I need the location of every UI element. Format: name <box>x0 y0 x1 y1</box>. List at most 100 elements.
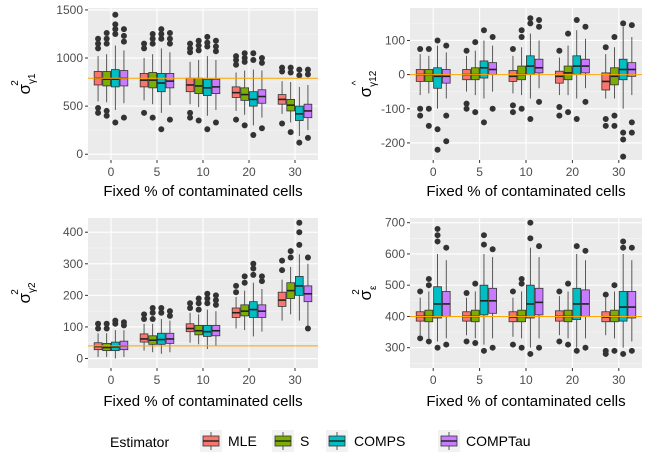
y-tick-label: 700 <box>385 216 405 230</box>
outlier-point <box>103 40 110 47</box>
outlier-point <box>628 22 635 29</box>
svg-text:σγ1: σγ1 <box>15 73 38 95</box>
x-tick-label: 0 <box>430 373 437 387</box>
outlier-point <box>95 40 102 47</box>
outlier-point <box>472 340 479 346</box>
y-axis-subscript: γ2 <box>27 282 38 293</box>
outlier-point <box>527 219 534 226</box>
panel-sigma-gamma2: 0 100 200 300 400 0 5 10 20 30 Fixed % of contam… <box>10 218 318 410</box>
outlier-point <box>287 69 294 76</box>
outlier-point <box>141 311 148 318</box>
outlier-point <box>187 114 194 121</box>
outlier-point <box>279 257 286 264</box>
outlier-point <box>304 325 311 332</box>
outlier-point <box>417 288 424 295</box>
outlier-point <box>628 129 635 136</box>
box-comptau-10 <box>534 243 544 351</box>
x-tick-label: 30 <box>288 165 302 179</box>
outlier-point <box>112 30 119 37</box>
y-axis-subscript: γ1 <box>27 73 38 84</box>
box-mle-30 <box>277 257 287 321</box>
outlier-point <box>611 122 618 129</box>
outlier-point <box>233 53 240 60</box>
box-comps-20 <box>572 16 582 123</box>
outlier-point <box>304 134 311 141</box>
outlier-point <box>602 122 609 129</box>
box-iqr <box>433 67 442 89</box>
outlier-point <box>434 225 441 232</box>
box-comptau-20 <box>257 273 267 332</box>
outlier-point <box>149 40 156 47</box>
outlier-point <box>158 126 165 133</box>
box-comptau-0 <box>441 244 451 348</box>
outlier-point <box>204 290 211 297</box>
y-axis-subscript: γ12 <box>368 70 379 87</box>
outlier-point <box>212 37 219 44</box>
box-comps-5 <box>157 26 166 133</box>
legend-item-mle: MLE <box>200 430 257 452</box>
outlier-point <box>565 280 572 287</box>
box-mle-5 <box>139 311 149 351</box>
outlier-point <box>518 34 525 41</box>
panel-sigma-gamma12: -200 -100 0 100 0 5 10 20 30 Fixed % of contami… <box>351 8 642 200</box>
outlier-point <box>620 129 627 136</box>
outlier-point <box>212 119 219 126</box>
outlier-point <box>536 23 543 30</box>
box-comps-30 <box>295 66 304 146</box>
outlier-point <box>434 126 441 133</box>
outlier-point <box>463 290 470 296</box>
outlier-point <box>417 112 424 119</box>
outlier-point <box>250 265 257 272</box>
outlier-point <box>250 50 257 57</box>
outlier-point <box>425 105 432 112</box>
y-axis-subscript: ε <box>368 285 379 290</box>
y-tick-label: 1000 <box>56 51 83 65</box>
y-axis-symbol: σ <box>356 289 375 300</box>
outlier-point <box>602 116 609 123</box>
y-axis-label: σγ12 ^ <box>351 70 379 97</box>
outlier-point <box>425 45 432 52</box>
outlier-point <box>166 30 173 37</box>
outlier-point <box>149 114 156 121</box>
outlier-point <box>95 325 102 332</box>
outlier-point <box>195 42 202 49</box>
x-axis-label: Fixed % of contaminated cells <box>103 183 302 200</box>
x-tick-label: 20 <box>242 165 256 179</box>
outlier-point <box>573 116 580 123</box>
outlier-point <box>434 37 441 44</box>
outlier-point <box>158 30 165 37</box>
outlier-point <box>212 43 219 50</box>
outlier-point <box>103 30 110 37</box>
outlier-point <box>480 347 487 354</box>
outlier-point <box>443 138 450 145</box>
outlier-point <box>582 344 589 351</box>
y-tick-label: 400 <box>385 309 405 323</box>
x-tick-label: 10 <box>196 373 210 387</box>
outlier-point <box>204 33 211 40</box>
outlier-point <box>166 312 173 319</box>
outlier-point <box>204 300 211 307</box>
outlier-point <box>258 125 265 132</box>
outlier-point <box>425 338 432 345</box>
box-iqr <box>517 65 526 81</box>
legend-item-label: COMPS <box>354 433 405 449</box>
outlier-point <box>509 341 516 348</box>
svg-text:σε: σε <box>356 285 379 301</box>
y-tick-label: 0 <box>76 352 83 366</box>
outlier-point <box>296 72 303 79</box>
outlier-point <box>304 71 311 78</box>
box-iqr <box>534 58 544 74</box>
outlier-point <box>212 297 219 304</box>
y-axis-label: σε 2 <box>351 285 379 301</box>
outlier-point <box>463 100 470 107</box>
outlier-point <box>112 119 119 126</box>
outlier-point <box>233 116 240 123</box>
box-comptau-10 <box>534 16 544 105</box>
box-comptau-20 <box>581 23 590 105</box>
y-axis-superscript: 2 <box>10 80 21 86</box>
outlier-point <box>233 282 240 289</box>
y-axis-superscript: ^ <box>351 80 362 85</box>
legend-item-label: MLE <box>228 433 257 449</box>
outlier-point <box>195 117 202 124</box>
